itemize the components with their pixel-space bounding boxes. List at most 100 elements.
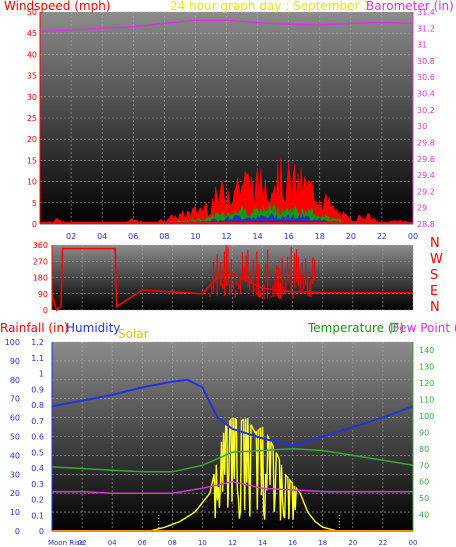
compass-label: N (430, 236, 440, 251)
wind-axes: 0 5 10 15 20 25 30 35 40 45 50 28.8 29 29.2 29.4 29.6 29… (27, 8, 435, 241)
rain-tick-label: 0.3 (31, 480, 44, 489)
direction-tick-label: 360 (33, 241, 48, 250)
x-tick-label: 00 (408, 232, 418, 241)
baro-tick-label: 28.8 (417, 220, 435, 229)
solar-ylabel: Solar (118, 327, 149, 341)
direction-tick-label: 0 (43, 306, 48, 315)
temp-tick-label: 140 (419, 346, 434, 355)
rain-tick-label: 0.2 (31, 496, 44, 505)
baro-tick-label: 29.6 (417, 155, 435, 164)
x-tick-label: 08 (168, 539, 177, 547)
wind-tick-label: 45 (27, 29, 37, 38)
rain-tick-label: 0.8 (31, 401, 44, 410)
x-tick-label: 06 (128, 232, 138, 241)
direction-tick-label: 180 (33, 274, 48, 283)
temp-tick-label: 80 (419, 445, 429, 454)
x-tick-label: 22 (378, 539, 387, 547)
humidity-tick-label: 100 (5, 338, 20, 347)
wind-series (39, 19, 414, 225)
baro-tick-label: 31 (417, 41, 427, 50)
x-tick-label: 02 (78, 539, 87, 547)
x-tick-label: 18 (318, 539, 327, 547)
rain-tick-label: 0.4 (31, 464, 44, 473)
temp-tick-label: 90 (419, 428, 429, 437)
baro-tick-label: 29.2 (417, 187, 435, 196)
baro-tick-label: 29 (417, 204, 427, 213)
x-tick-label: 18 (315, 232, 325, 241)
wind-tick-label: 10 (27, 178, 37, 187)
direction-tick-label: 90 (38, 290, 48, 299)
temp-tick-label: 110 (419, 396, 434, 405)
humidity-tick-label: 40 (10, 451, 20, 460)
temp-tick-label: 130 (419, 363, 434, 372)
compass-label: E (430, 284, 438, 299)
dewpoint-ylabel: Dew Point ( (390, 321, 456, 335)
rain-ylabel: Rainfall (in) (0, 321, 69, 335)
wind-tick-label: 30 (27, 93, 37, 102)
chart-title: 24 hour graph day : September 1 (170, 0, 371, 13)
baro-tick-label: 30.8 (417, 57, 435, 66)
baro-tick-label: 30 (417, 122, 427, 131)
temp-tick-label: 50 (419, 494, 429, 503)
x-tick-label: 12 (221, 232, 231, 241)
baro-tick-label: 29.8 (417, 138, 435, 147)
x-tick-label: 10 (198, 539, 207, 547)
rain-tick-label: 0.7 (31, 417, 44, 426)
x-tick-label: 00 (409, 539, 418, 547)
baro-tick-label: 30.6 (417, 73, 435, 82)
wind-tick-label: 25 (27, 114, 37, 123)
humidity-ylabel: Humidity (66, 321, 120, 335)
wind-tick-label: 0 (32, 220, 37, 229)
x-tick-label: 22 (377, 232, 387, 241)
wind-grid (40, 11, 414, 225)
x-tick-label: Moon Rise (48, 539, 84, 547)
rain-tick-label: 1 (39, 370, 44, 379)
x-tick-label: 02 (66, 232, 76, 241)
wind-tick-label: 50 (27, 8, 37, 17)
direction-series (51, 245, 413, 312)
x-tick-label: 12 (228, 539, 237, 547)
dewpoint-line (52, 480, 413, 494)
x-tick-label: 14 (252, 232, 262, 241)
baro-tick-label: 30.2 (417, 106, 435, 115)
temp-tick-label: 40 (419, 511, 429, 520)
humidity-line (51, 378, 414, 447)
temp-tick-label: 70 (419, 461, 429, 470)
temperature-ylabel: Temperature (F) (307, 321, 404, 335)
compass-label: N (430, 300, 440, 315)
temp-axes: 010203040506070809010000.10.20.30.40.50.… (5, 338, 435, 547)
wind-tick-label: 15 (27, 156, 37, 165)
direction-grid (52, 244, 414, 311)
wind-tick-label: 40 (27, 50, 37, 59)
temperature-line (51, 448, 414, 473)
humidity-tick-label: 70 (10, 395, 20, 404)
baro-tick-label: 30.4 (417, 90, 435, 99)
rain-tick-label: 1.1 (31, 354, 44, 363)
humidity-tick-label: 10 (10, 508, 20, 517)
compass-label: S (430, 268, 438, 283)
rain-tick-label: 0.9 (31, 385, 44, 394)
x-tick-label: 16 (288, 539, 297, 547)
x-tick-label: 16 (284, 232, 294, 241)
rain-tick-label: 1.2 (31, 338, 44, 347)
temp-series (51, 378, 414, 532)
baro-ylabel: Barometer (in) (366, 0, 454, 13)
wind-tick-label: 20 (27, 135, 37, 144)
wind-tick-label: 5 (32, 199, 37, 208)
temp-tick-label: 120 (419, 379, 434, 388)
x-tick-label: 10 (190, 232, 200, 241)
wind-ylabel: Windspeed (mph) (4, 0, 111, 13)
humidity-tick-label: 80 (10, 376, 20, 385)
x-tick-label: 20 (348, 539, 357, 547)
humidity-tick-label: 50 (10, 433, 20, 442)
x-tick-label: 08 (159, 232, 169, 241)
baro-tick-label: 31.2 (417, 24, 435, 33)
temp-tick-label: 60 (419, 478, 429, 487)
humidity-tick-label: 0 (15, 527, 20, 536)
wind-tick-label: 35 (27, 72, 37, 81)
x-tick-label: 04 (108, 539, 117, 547)
x-tick-label: 20 (346, 232, 356, 241)
compass-label: W (430, 252, 443, 267)
baro-tick-label: 31.4 (417, 8, 435, 17)
